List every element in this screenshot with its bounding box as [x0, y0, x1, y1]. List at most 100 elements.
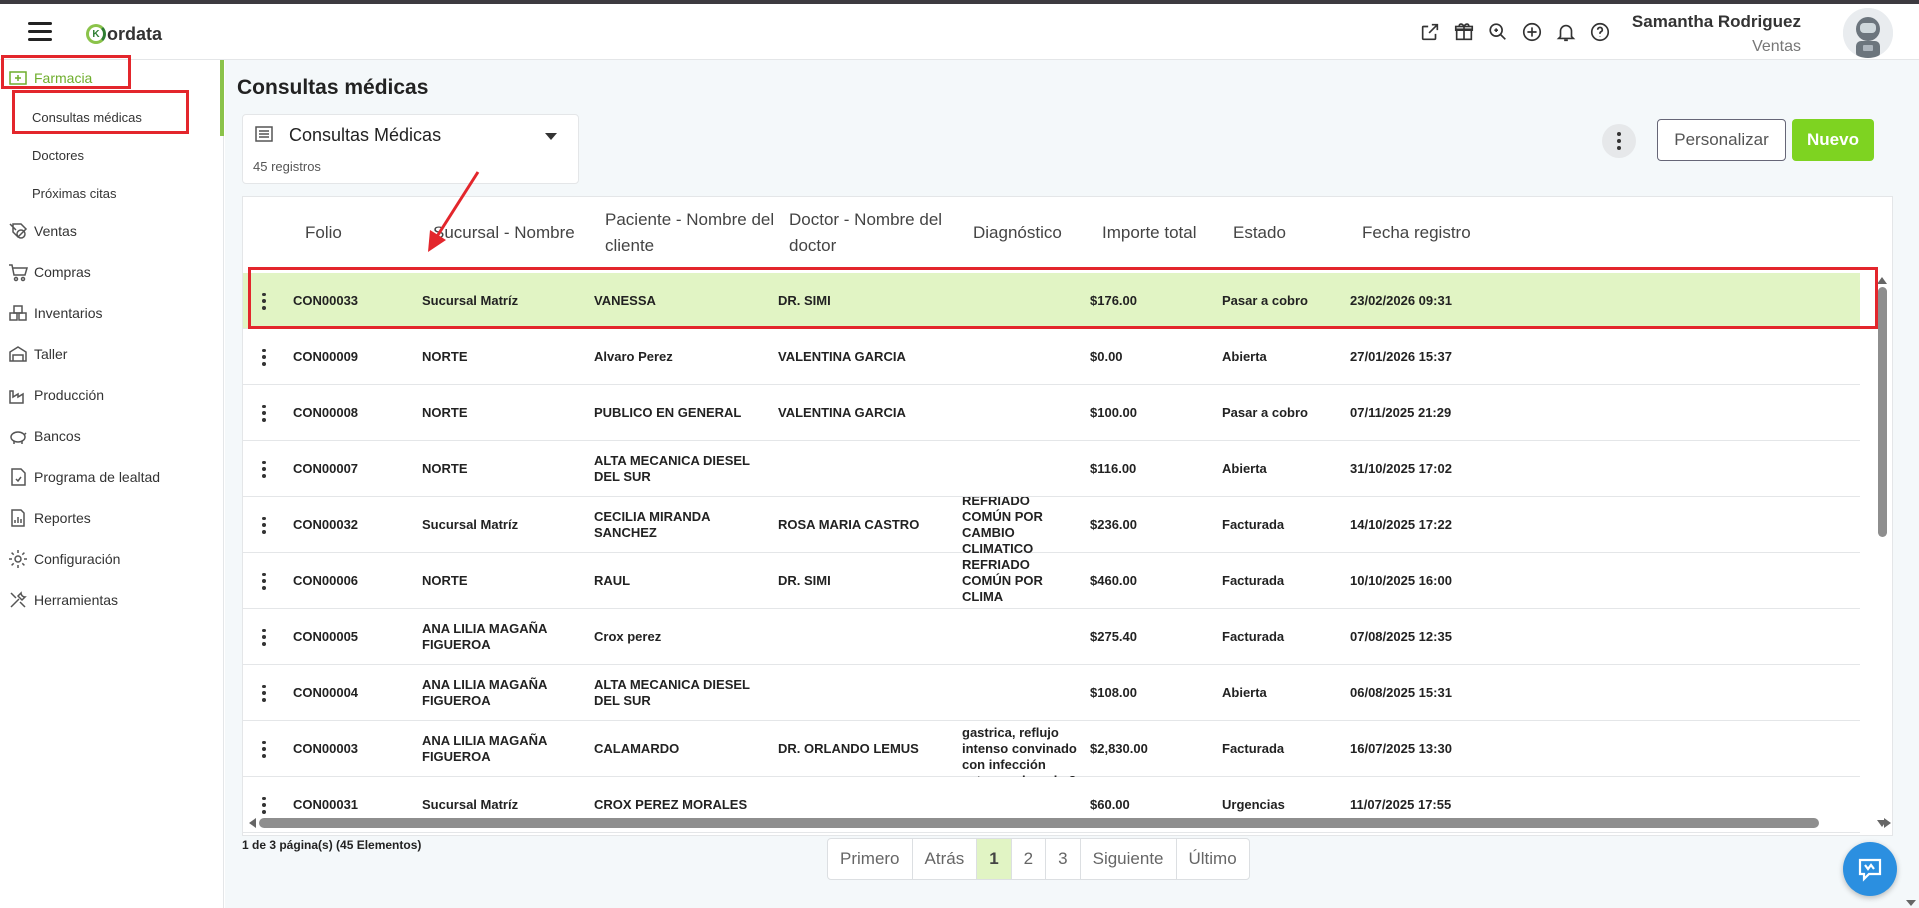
cell-sucursal: ANA LILIA MAGAÑA FIGUEROA — [422, 621, 547, 652]
cell-sucursal: NORTE — [422, 405, 468, 420]
vertical-scrollbar[interactable] — [1877, 277, 1887, 827]
user-role: Ventas — [1752, 38, 1801, 55]
cell-folio: CON00007 — [293, 461, 359, 476]
page-scroll-down-icon[interactable] — [1906, 900, 1916, 906]
astronaut-avatar-icon — [1843, 8, 1893, 58]
sidebar-item-label: Farmacia — [34, 70, 93, 86]
row-menu-icon[interactable] — [259, 291, 269, 311]
chat-support-button[interactable] — [1843, 842, 1897, 896]
table-row[interactable]: CON00004 ANA LILIA MAGAÑA FIGUEROA ALTA … — [243, 665, 1860, 721]
personalizar-button[interactable]: Personalizar — [1657, 119, 1786, 161]
cell-importe: $0.00 — [1090, 349, 1123, 364]
sidebar-item-lealtad[interactable]: Programa de lealtad — [8, 467, 160, 487]
cell-importe: $275.40 — [1090, 629, 1137, 644]
table-row[interactable]: CON00003 ANA LILIA MAGAÑA FIGUEROA CALAM… — [243, 721, 1860, 777]
table-row[interactable]: CON00005 ANA LILIA MAGAÑA FIGUEROA Crox … — [243, 609, 1860, 665]
cell-fecha: 31/10/2025 17:02 — [1350, 461, 1452, 476]
column-header-importe[interactable]: Importe total — [1102, 223, 1197, 242]
row-menu-icon[interactable] — [259, 739, 269, 759]
table-row[interactable]: CON00033 Sucursal Matríz VANESSA DR. SIM… — [243, 273, 1860, 329]
column-header-diagnostico[interactable]: Diagnóstico — [973, 223, 1062, 242]
gear-icon — [9, 550, 27, 568]
column-header-fecha[interactable]: Fecha registro — [1362, 223, 1471, 242]
help-icon[interactable] — [1588, 20, 1612, 44]
row-menu-icon[interactable] — [259, 627, 269, 647]
column-header-paciente[interactable]: Paciente - Nombre del cliente — [605, 210, 775, 255]
avatar[interactable] — [1843, 8, 1893, 58]
column-header-estado[interactable]: Estado — [1233, 223, 1286, 242]
column-header-doctor[interactable]: Doctor - Nombre del doctor — [789, 210, 943, 255]
sidebar-item-bancos[interactable]: Bancos — [8, 426, 81, 446]
add-icon[interactable] — [1520, 20, 1544, 44]
sidebar-item-herramientas[interactable]: Herramientas — [8, 590, 118, 610]
cell-diagnostico — [962, 273, 1080, 329]
sidebar-sub-doctores[interactable]: Doctores — [32, 148, 85, 163]
more-options-button[interactable] — [1602, 124, 1636, 158]
cell-sucursal: NORTE — [422, 349, 468, 364]
page-last-button[interactable]: Último — [1188, 849, 1237, 868]
page-1-button[interactable]: 1 — [977, 839, 1012, 879]
row-menu-icon[interactable] — [259, 515, 269, 535]
sidebar-item-configuracion[interactable]: Configuración — [8, 549, 120, 569]
cell-sucursal: NORTE — [422, 573, 468, 588]
column-header-sucursal[interactable]: Sucursal - Nombre — [433, 223, 575, 242]
sidebar-item-label: Inventarios — [34, 305, 103, 321]
table-row[interactable]: CON00009 NORTE Alvaro Perez VALENTINA GA… — [243, 329, 1860, 385]
scroll-left-icon[interactable] — [249, 818, 256, 828]
cell-fecha: 07/08/2025 12:35 — [1350, 629, 1452, 644]
page-3-button[interactable]: 3 — [1046, 839, 1081, 879]
cell-doctor: ROSA MARIA CASTRO — [778, 517, 920, 532]
sidebar-item-compras[interactable]: Compras — [8, 262, 91, 282]
sidebar-item-ventas[interactable]: Ventas — [8, 221, 77, 241]
tools-icon — [10, 591, 27, 608]
sidebar-item-label: Programa de lealtad — [34, 469, 161, 485]
scroll-down-icon[interactable] — [1877, 820, 1887, 827]
sidebar-sub-proximas-citas[interactable]: Próximas citas — [32, 186, 117, 201]
table-row[interactable]: CON00006 NORTE RAUL DR. SIMI REFRIADO CO… — [243, 553, 1860, 609]
table-row[interactable]: CON00032 Sucursal Matríz CECILIA MIRANDA… — [243, 497, 1860, 553]
sidebar-item-inventarios[interactable]: Inventarios — [8, 303, 102, 323]
chevron-down-icon[interactable] — [545, 133, 557, 140]
nuevo-button[interactable]: Nuevo — [1792, 119, 1874, 161]
cell-paciente: Alvaro Perez — [594, 349, 673, 364]
sidebar-item-taller[interactable]: Taller — [8, 344, 67, 364]
page-prev-button[interactable]: Atrás — [913, 839, 978, 879]
sidebar-item-farmacia[interactable]: Farmacia — [8, 68, 92, 88]
menu-icon[interactable] — [28, 22, 52, 42]
cell-doctor — [778, 665, 953, 721]
external-link-icon[interactable] — [1418, 20, 1442, 44]
piggy-bank-icon — [10, 431, 27, 444]
page-first-button[interactable]: Primero — [828, 839, 913, 879]
cell-importe: $100.00 — [1090, 405, 1137, 420]
sales-icon — [9, 223, 28, 239]
page-2-button[interactable]: 2 — [1012, 839, 1047, 879]
row-menu-icon[interactable] — [259, 347, 269, 367]
sidebar-item-reportes[interactable]: Reportes — [8, 508, 91, 528]
user-name[interactable]: Samantha Rodriguez — [1631, 12, 1801, 31]
scrollbar-thumb[interactable] — [259, 818, 1819, 828]
row-menu-icon[interactable] — [259, 795, 269, 815]
sidebar-item-produccion[interactable]: Producción — [8, 385, 104, 405]
sidebar-sub-consultas[interactable]: Consultas médicas — [32, 110, 142, 125]
horizontal-scrollbar[interactable] — [249, 817, 1891, 829]
list-icon — [255, 125, 273, 143]
cell-fecha: 06/08/2025 15:31 — [1350, 685, 1452, 700]
pagination: Primero Atrás 1 2 3 Siguiente Último — [827, 838, 1250, 880]
page-next-button[interactable]: Siguiente — [1081, 839, 1177, 879]
gift-icon[interactable] — [1452, 20, 1476, 44]
bell-icon[interactable] — [1554, 20, 1578, 44]
view-selector[interactable]: Consultas Médicas 45 registros — [242, 114, 579, 184]
row-menu-icon[interactable] — [259, 571, 269, 591]
scroll-up-icon[interactable] — [1877, 277, 1887, 284]
scrollbar-thumb[interactable] — [1878, 287, 1887, 537]
table-row[interactable]: CON00007 NORTE ALTA MECANICA DIESEL DEL … — [243, 441, 1860, 497]
table-row[interactable]: CON00008 NORTE PUBLICO EN GENERAL VALENT… — [243, 385, 1860, 441]
row-menu-icon[interactable] — [259, 403, 269, 423]
app-logo[interactable]: K ordata — [86, 20, 162, 48]
page-title: Consultas médicas — [237, 76, 429, 99]
scroll-right-icon[interactable] — [1884, 818, 1891, 828]
column-header-folio[interactable]: Folio — [305, 223, 342, 242]
search-icon[interactable] — [1486, 20, 1510, 44]
row-menu-icon[interactable] — [259, 459, 269, 479]
row-menu-icon[interactable] — [259, 683, 269, 703]
